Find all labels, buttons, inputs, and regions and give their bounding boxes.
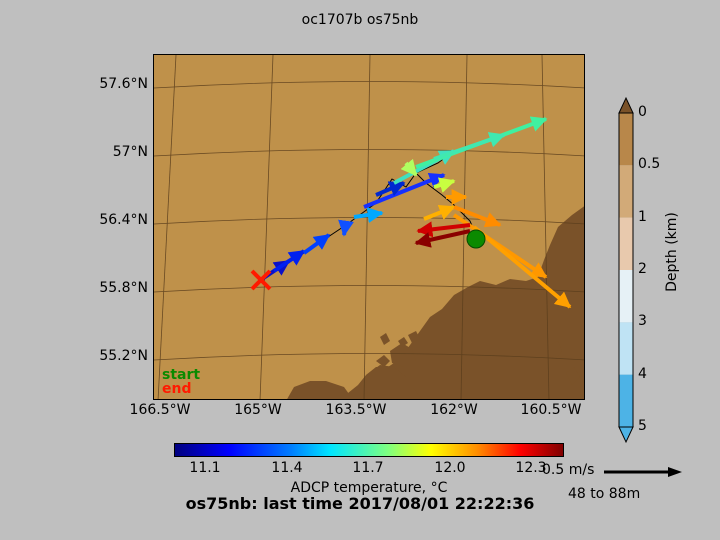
depth-colorbar-bottom: [618, 426, 634, 444]
lon-label: 166.5°W: [129, 402, 191, 418]
lat-label: 56.4°N: [99, 212, 148, 228]
vector-arrow: [433, 132, 506, 161]
depth-colorbar-label: Depth (km): [664, 212, 680, 292]
vector-arrow: [423, 204, 456, 221]
lat-label: 57°N: [112, 144, 148, 160]
scale-speed-label: 0.5 m/s: [542, 462, 595, 478]
temperature-tick: 12.0: [434, 460, 466, 476]
vector-arrow: [433, 177, 456, 193]
vector-arrow: [272, 249, 306, 273]
depth-colorbar-segment: [619, 165, 633, 218]
lat-label: 55.2°N: [99, 348, 148, 364]
lat-label: 55.8°N: [99, 280, 148, 296]
vector-arrow: [414, 229, 471, 248]
lon-label: 165°W: [234, 402, 282, 418]
vector-arrow: [302, 233, 331, 255]
graticule: [154, 55, 584, 399]
temperature-colorbar: [174, 443, 564, 457]
depth-tick: 0: [638, 104, 647, 120]
vector-arrow: [416, 221, 471, 238]
vector-arrow: [400, 158, 418, 177]
temperature-colorbar-label: ADCP temperature, °C: [290, 480, 448, 496]
depth-colorbar-segment: [619, 270, 633, 323]
vector-arrow: [453, 205, 502, 228]
last-time-caption: os75nb: last time 2017/08/01 22:22:36: [185, 494, 535, 513]
end-marker: [250, 269, 272, 291]
plot-title: oc1707b os75nb: [301, 12, 419, 28]
temperature-tick: 12.3: [515, 460, 547, 476]
depth-colorbar-segment: [619, 113, 633, 166]
vector-arrow: [375, 181, 406, 197]
depth-colorbar-segment: [619, 217, 633, 270]
current-vectors: [260, 116, 572, 309]
depth-tick: 1: [638, 209, 647, 225]
start-marker: [466, 229, 486, 249]
temperature-tick: 11.4: [271, 460, 303, 476]
depth-colorbar-segment: [619, 374, 633, 427]
lon-label: 160.5°W: [520, 402, 582, 418]
map-canvas: [154, 55, 584, 399]
scale-depth-range: 48 to 88m: [568, 486, 641, 502]
lat-label: 57.6°N: [99, 76, 148, 92]
depth-tick: 0.5: [638, 156, 661, 172]
vector-arrow: [353, 207, 384, 223]
legend-end: end: [162, 381, 192, 397]
temperature-tick: 11.1: [189, 460, 221, 476]
temperature-tick: 11.7: [352, 460, 384, 476]
depth-tick: 2: [638, 261, 647, 277]
depth-tick: 4: [638, 366, 647, 382]
depth-tick: 3: [638, 313, 647, 329]
depth-colorbar-top: [618, 96, 634, 114]
vector-arrow: [338, 219, 354, 237]
lon-label: 162°W: [430, 402, 478, 418]
depth-tick: 5: [638, 418, 647, 434]
scale-arrow-icon: [604, 467, 682, 477]
map-panel: [153, 54, 585, 400]
depth-colorbar-segment: [619, 322, 633, 375]
lon-label: 163.5°W: [325, 402, 387, 418]
depth-colorbar: [618, 96, 634, 444]
vector-arrow: [472, 225, 572, 309]
legend-start: start: [162, 367, 201, 383]
depth-colorbar-segments: [619, 113, 633, 427]
